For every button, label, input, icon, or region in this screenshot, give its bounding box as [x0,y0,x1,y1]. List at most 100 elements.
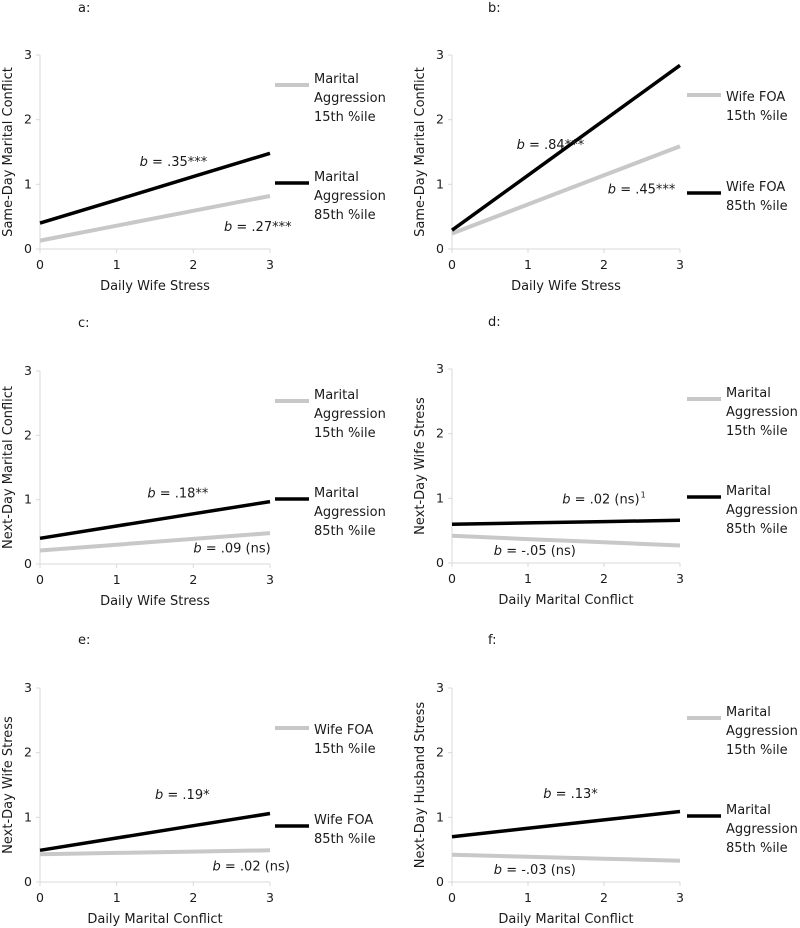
x-tick-label: 1 [524,890,532,905]
chart-panel-3: c: 0 1 2 3 0 1 2 3 Daily Wife Stress Next-Day Mari… [1,316,386,609]
legend-label: 85th %ile [726,841,788,856]
y-tick-label: 0 [24,874,32,889]
slope-annotation: b = .27*** [224,220,292,235]
slope-annotation: b = .35*** [140,155,208,170]
panel-label: c: [78,316,90,331]
y-tick-label: 3 [436,680,444,695]
y-axis-title: Next-Day Husband Stress [413,702,428,869]
chart-panel-1: a: 0 1 2 3 0 1 2 3 Daily Wife Stress Same-Day Mari… [1,1,386,294]
chart-panel-2: b: 0 1 2 3 0 1 2 3 Daily Wife Stress Same-Day Mari… [413,1,788,294]
y-tick-label: 2 [436,745,444,760]
series-line-85th [451,809,681,839]
x-tick-label: 3 [676,571,684,586]
legend-label: Aggression [726,503,798,518]
legend-label: Marital [726,386,771,401]
legend-label: Aggression [726,822,798,837]
legend-label: 85th %ile [726,199,788,214]
series-line-85th [39,811,271,853]
legend-label: 85th %ile [726,522,788,537]
y-axis-title: Next-Day Marital Conflict [1,386,16,549]
x-tick-label: 1 [113,572,121,587]
panel-label: e: [78,633,90,648]
legend-label: Wife FOA [726,90,785,105]
legend-label: 85th %ile [314,208,376,223]
y-tick-label: 1 [24,492,32,507]
y-tick-label: 1 [436,809,444,824]
slope-annotation: b = .09 (ns) [193,541,270,556]
y-tick-label: 3 [436,361,444,376]
series-line-15th [451,533,681,548]
legend-label: 15th %ile [726,109,788,124]
x-tick-label: 0 [448,890,456,905]
series-line-15th [451,144,681,236]
x-tick-label: 2 [189,572,197,587]
slope-annotation: b = .19* [155,788,210,803]
legend-label: Marital [726,705,771,720]
chart-panel-6: f: 0 1 2 3 0 1 2 3 Daily Marital Conflict Next-Day… [413,633,798,927]
x-tick-label: 0 [448,571,456,586]
y-tick-label: 1 [24,176,32,191]
x-tick-label: 1 [524,257,532,272]
legend-label: Marital [314,486,359,501]
slope-annotation: b = .84*** [517,138,585,153]
legend-label: 15th %ile [314,742,376,757]
y-tick-label: 0 [24,556,32,571]
x-tick-label: 3 [676,257,684,272]
legend-label: Wife FOA [726,180,785,195]
series-line-85th [450,63,682,232]
legend-label: 85th %ile [314,832,376,847]
slope-annotation: b = .45*** [608,182,676,197]
y-axis-title: Same-Day Marital Conflict [1,67,16,237]
y-tick-label: 3 [24,363,32,378]
y-tick-label: 3 [24,680,32,695]
x-axis-title: Daily Marital Conflict [498,593,633,608]
x-tick-label: 0 [448,257,456,272]
y-tick-label: 2 [436,112,444,127]
series-line-85th [451,518,681,526]
x-tick-label: 3 [266,572,274,587]
x-tick-label: 0 [36,257,44,272]
series-line-15th [39,848,271,857]
x-tick-label: 1 [113,257,121,272]
y-axis-title: Next-Day Wife Stress [1,716,16,854]
y-axis-title: Next-Day Wife Stress [413,397,428,535]
y-tick-label: 0 [436,874,444,889]
x-tick-label: 2 [189,890,197,905]
chart-panel-5: e: 0 1 2 3 0 1 2 3 Daily Marital Conflict Next-Day… [1,633,376,927]
series-line-15th [451,852,681,863]
legend-label: Marital [314,170,359,185]
slope-annotation: b = .02 (ns)1 [562,491,645,508]
y-tick-label: 3 [436,47,444,62]
slope-annotation: b = .18** [147,487,209,502]
legend-label: 15th %ile [726,424,788,439]
x-tick-label: 1 [113,890,121,905]
x-tick-label: 2 [600,890,608,905]
legend-label: Aggression [314,189,386,204]
series-line-15th [39,531,271,553]
x-axis-title: Daily Wife Stress [511,279,621,294]
series-line-85th [39,151,271,225]
legend-label: Marital [314,388,359,403]
legend-label: Aggression [314,91,386,106]
x-tick-label: 2 [600,571,608,586]
legend-label: Marital [314,72,359,87]
y-tick-label: 2 [24,427,32,442]
legend-label: 15th %ile [314,426,376,441]
y-tick-label: 3 [24,47,32,62]
x-tick-label: 2 [600,257,608,272]
x-axis-title: Daily Wife Stress [100,594,210,609]
slope-annotation: b = -.03 (ns) [494,863,576,878]
y-tick-label: 1 [436,176,444,191]
panel-label: b: [488,1,501,16]
x-tick-label: 1 [524,571,532,586]
legend-label: Wife FOA [314,813,373,828]
panel-label: d: [488,315,501,330]
slope-annotation: b = .13* [543,787,598,802]
legend-label: Aggression [726,724,798,739]
legend-label: Marital [726,484,771,499]
panel-label: f: [488,633,497,648]
series-line-15th [39,194,271,243]
y-tick-label: 0 [436,555,444,570]
legend-label: Aggression [726,405,798,420]
x-axis-title: Daily Marital Conflict [87,912,222,927]
